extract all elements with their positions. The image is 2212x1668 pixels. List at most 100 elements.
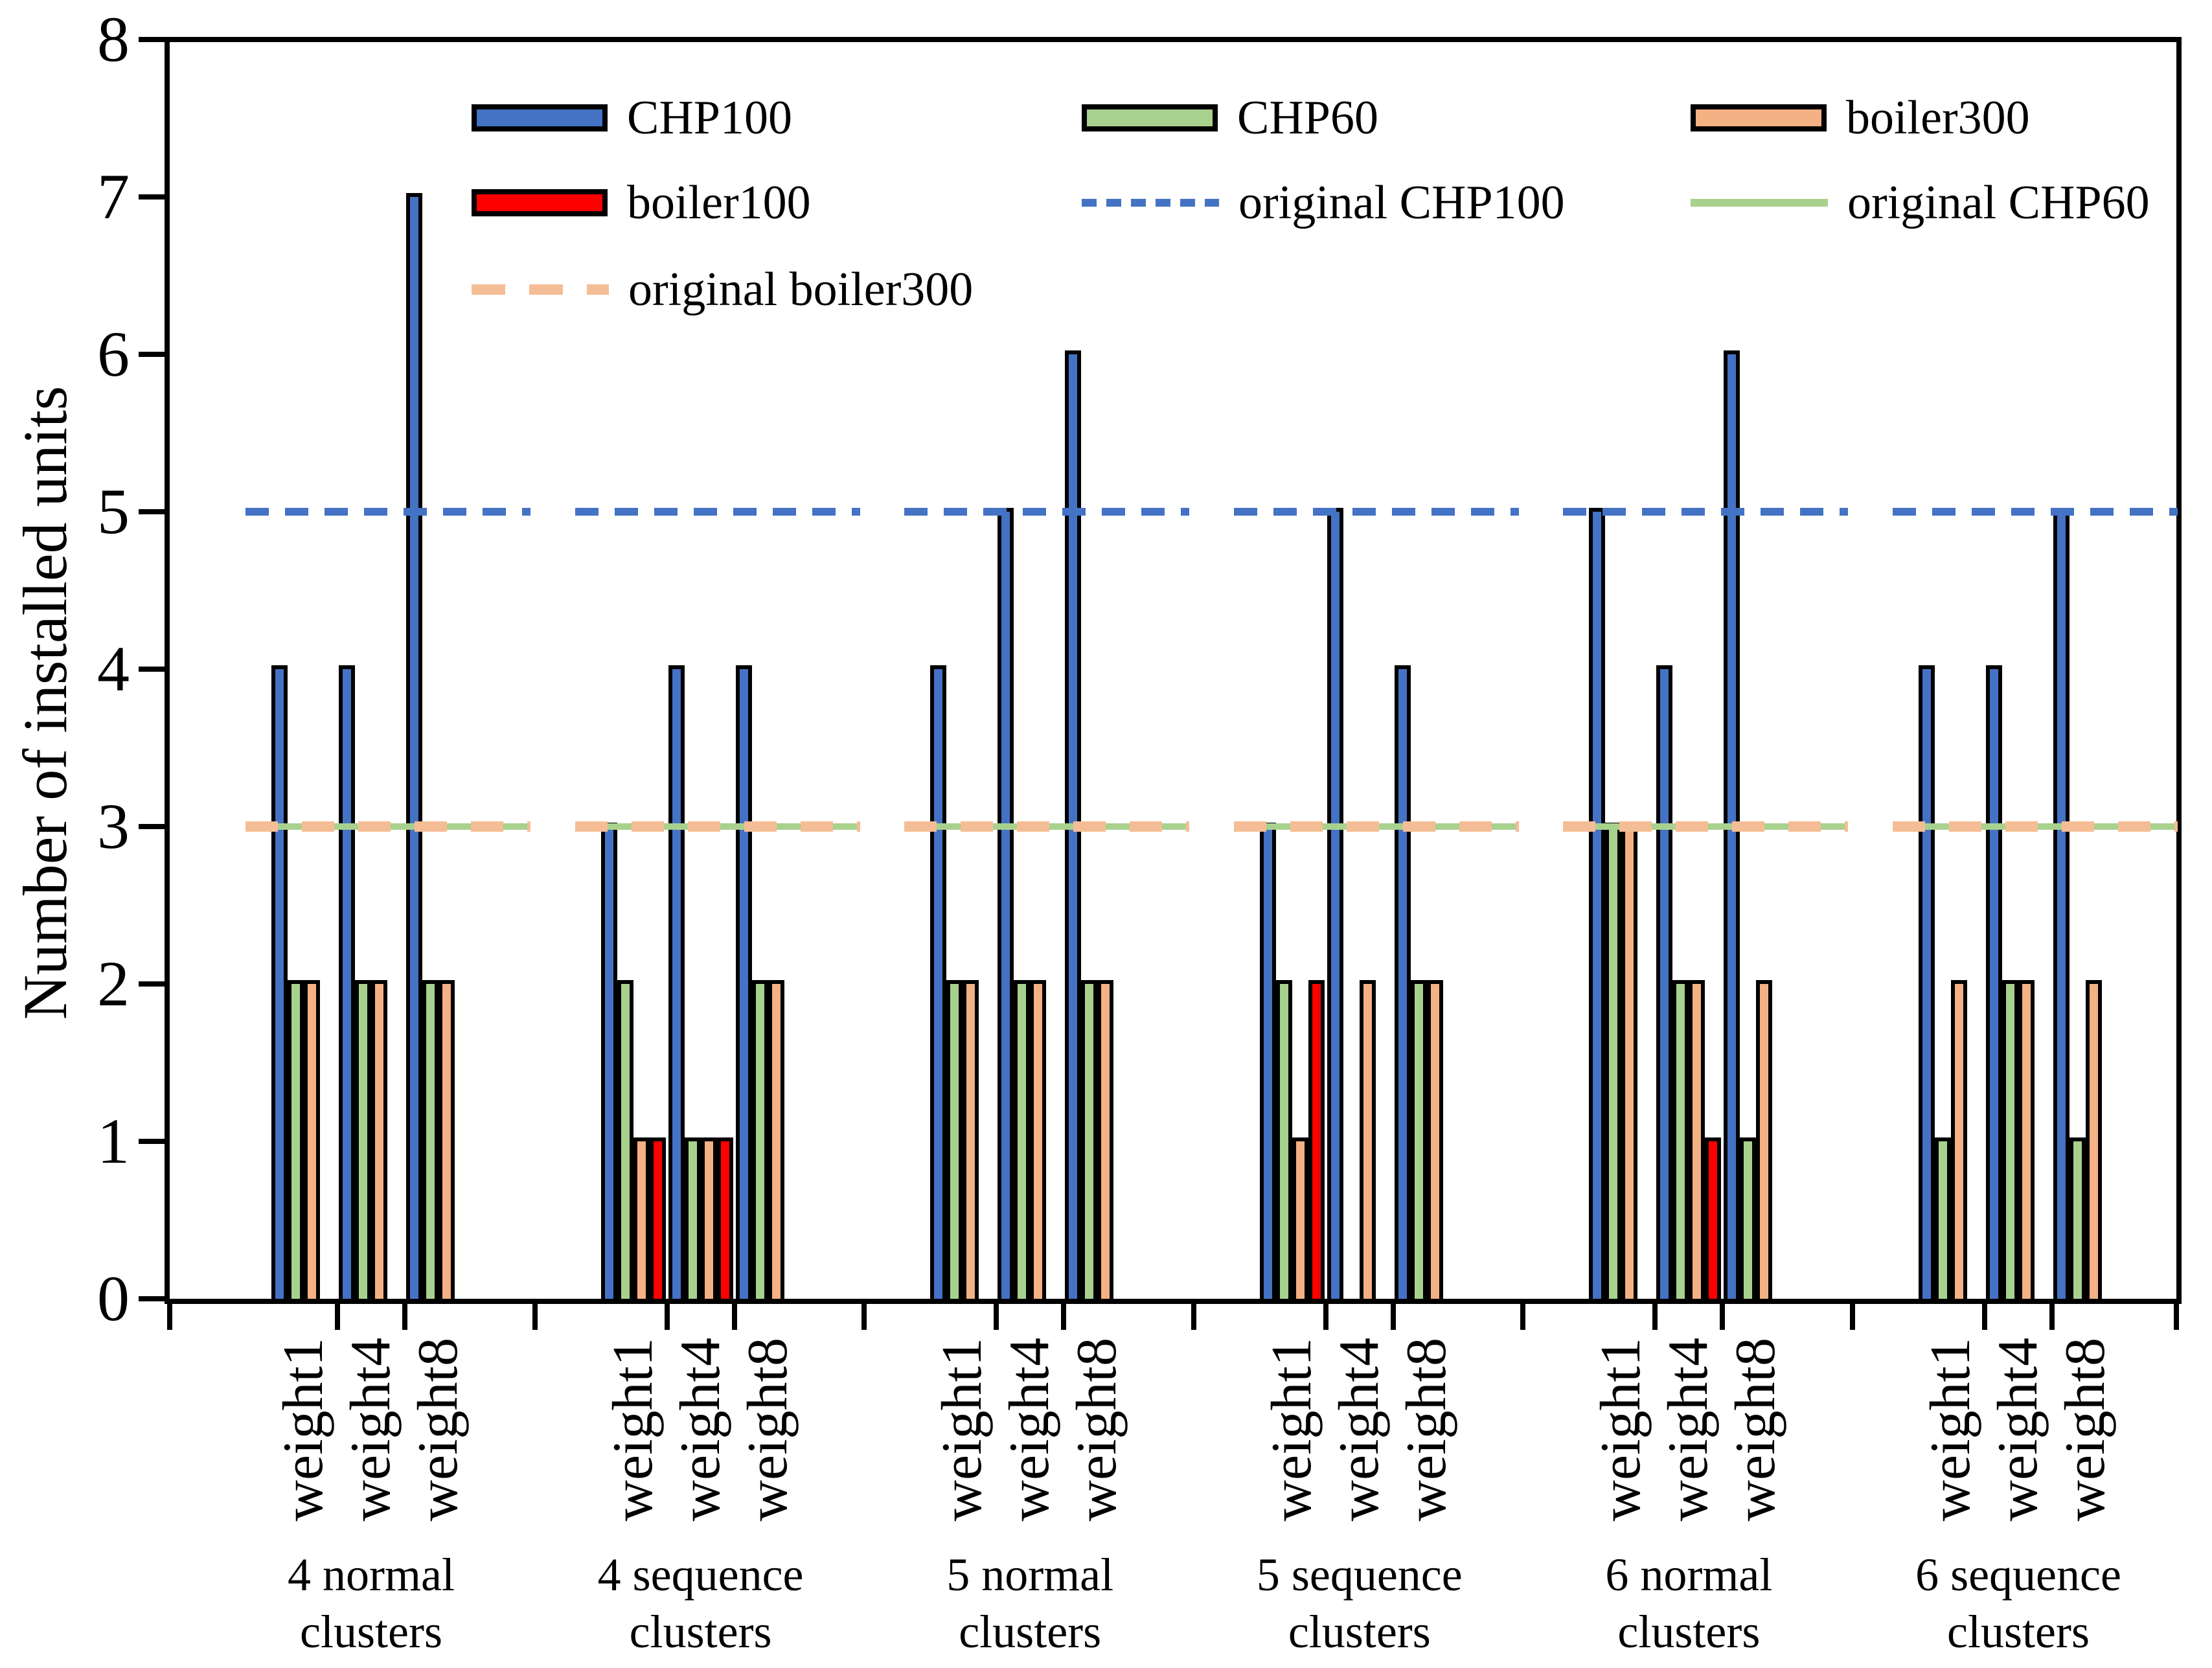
weight-label: weight4: [1657, 1338, 1720, 1522]
x-axis-tick: [664, 1304, 670, 1330]
group-label: 6 normal clusters: [1605, 1549, 1773, 1658]
bar-CHP100: [735, 665, 752, 1299]
legend-swatch-boiler300: [1691, 104, 1827, 131]
refline-original CHP100: [575, 508, 860, 516]
bar-CHP60: [1410, 980, 1427, 1299]
bar-CHP60: [1605, 823, 1622, 1299]
bar-boiler300: [1359, 980, 1376, 1299]
x-axis-tick: [1652, 1304, 1658, 1330]
bar-CHP100: [271, 665, 288, 1299]
x-axis-tick: [335, 1304, 340, 1330]
bar-CHP100: [998, 508, 1014, 1299]
weight-label: weight4: [1987, 1338, 2049, 1522]
bar-boiler300: [1689, 980, 1705, 1299]
bar-CHP100: [1656, 665, 1673, 1299]
bar-CHP100: [1986, 665, 2002, 1299]
legend-swatch-boiler100: [472, 189, 608, 216]
bar-boiler100: [649, 1137, 666, 1299]
refline-original CHP100: [904, 508, 1190, 516]
legend-swatch-CHP60: [1082, 104, 1218, 131]
bar-CHP60: [1081, 980, 1098, 1299]
weight-label: weight4: [998, 1338, 1062, 1522]
weight-label: weight8: [1724, 1338, 1788, 1522]
refline-original boiler300: [245, 821, 530, 832]
group-label: 4 sequence clusters: [597, 1549, 804, 1658]
bar-CHP60: [288, 980, 304, 1299]
legend-item: boiler100: [472, 174, 811, 232]
weight-label: weight1: [931, 1338, 994, 1522]
weight-label: weight8: [407, 1338, 470, 1522]
x-axis-tick: [1390, 1304, 1396, 1330]
bar-boiler300: [963, 980, 979, 1299]
bar-CHP60: [1935, 1137, 1951, 1299]
y-axis-tick: [139, 667, 165, 672]
weight-label: weight1: [1260, 1338, 1323, 1522]
bar-boiler100: [716, 1137, 733, 1299]
refline-original CHP100: [1893, 508, 2178, 516]
bar-CHP100: [930, 665, 947, 1299]
legend-line-original CHP60: [1691, 199, 1828, 207]
bar-CHP60: [1014, 980, 1031, 1299]
bar-CHP100: [668, 665, 685, 1299]
bar-boiler300: [768, 980, 784, 1299]
x-axis-tick: [167, 1304, 172, 1330]
bar-boiler300: [1030, 980, 1047, 1299]
bar-boiler300: [1097, 980, 1114, 1299]
y-axis-tick: [139, 1296, 165, 1301]
bar-boiler300: [371, 980, 387, 1299]
y-tick-label: 0: [97, 1262, 130, 1334]
bar-CHP60: [355, 980, 371, 1299]
bar-CHP100: [2053, 508, 2069, 1299]
legend-item: CHP100: [472, 89, 792, 147]
refline-original CHP100: [1233, 508, 1519, 516]
y-tick-label: 3: [97, 790, 130, 862]
group-label: 4 normal clusters: [288, 1549, 455, 1658]
y-tick-label: 2: [97, 948, 130, 1020]
weight-label: weight4: [339, 1338, 402, 1522]
bar-CHP100: [1394, 665, 1411, 1299]
y-axis-tick: [139, 352, 165, 357]
weight-label: weight8: [736, 1338, 799, 1522]
weight-label: weight1: [601, 1338, 665, 1522]
y-axis-tick: [139, 1139, 165, 1144]
bar-CHP100: [1589, 508, 1606, 1299]
bar-boiler300: [1951, 980, 1967, 1299]
legend-item: boiler300: [1691, 89, 2030, 147]
y-tick-label: 4: [97, 633, 130, 705]
bar-CHP60: [2069, 1137, 2086, 1299]
y-tick-label: 1: [97, 1105, 130, 1177]
x-axis-tick: [731, 1304, 737, 1330]
legend-line-original CHP100: [1082, 199, 1219, 207]
y-axis-tick: [139, 194, 165, 200]
bar-CHP100: [1327, 508, 1343, 1299]
weight-label: weight8: [1395, 1338, 1458, 1522]
bar-CHP60: [946, 980, 963, 1299]
bar-boiler300: [1621, 823, 1638, 1299]
y-axis-tick: [139, 509, 165, 514]
legend-swatch-CHP100: [472, 104, 608, 131]
weight-label: weight1: [272, 1338, 335, 1522]
bar-CHP100: [600, 823, 617, 1299]
x-axis-tick: [1849, 1304, 1855, 1330]
legend-label: boiler100: [627, 176, 811, 229]
y-axis-tick: [139, 37, 165, 42]
legend-item: original CHP100: [1082, 174, 1565, 232]
refline-original boiler300: [1893, 821, 2178, 832]
bar-boiler300: [2018, 980, 2035, 1299]
weight-label: weight8: [2054, 1338, 2117, 1522]
refline-original boiler300: [1233, 821, 1519, 832]
bar-boiler300: [2086, 980, 2102, 1299]
x-axis-tick: [1191, 1304, 1196, 1330]
bar-CHP60: [1275, 980, 1292, 1299]
legend-label: original CHP60: [1847, 176, 2150, 229]
group-label: 6 sequence clusters: [1915, 1549, 2121, 1658]
refline-original boiler300: [904, 821, 1190, 832]
bar-CHP100: [1919, 665, 1935, 1299]
y-axis-tick: [139, 824, 165, 829]
x-axis-tick: [2174, 1304, 2179, 1330]
weight-label: weight8: [1066, 1338, 1129, 1522]
bar-CHP60: [2002, 980, 2018, 1299]
y-axis-tick: [139, 981, 165, 987]
bar-boiler100: [1705, 1137, 1722, 1299]
